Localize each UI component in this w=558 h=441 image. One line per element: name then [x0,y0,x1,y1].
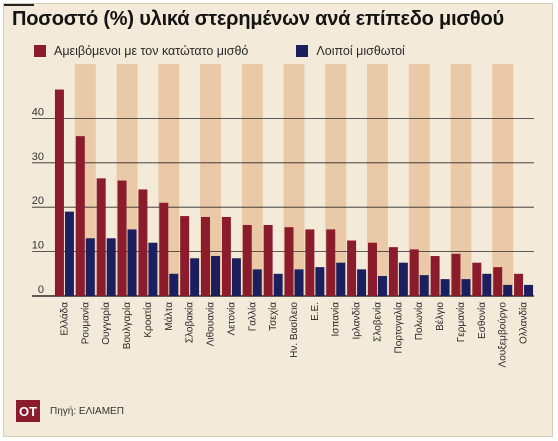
bar-other-employees [503,284,513,296]
x-tick-label: Λουξεμβούργο [497,302,509,368]
bar-other-employees [169,273,179,296]
bar-other-employees [377,276,387,296]
chart-card: Ποσοστό (%) υλικά στερημένων ανά επίπεδο… [3,3,553,437]
bar-other-employees [127,229,137,296]
background-band [450,64,472,296]
bar-minimum-wage [263,224,273,296]
source-text: Πηγή: ΕΛΙΑΜΕΠ [50,405,124,417]
bar-other-employees [419,275,429,296]
y-tick-label: 10 [32,240,44,252]
bar-chart: 0 10 20 30 40 Ελλάδα Ρουμανία Ουγγαρία Βουλγαρία… [32,64,534,368]
bar-minimum-wage [180,216,190,296]
x-tick-label: Λετονία [225,302,237,336]
bar-other-employees [461,279,471,296]
legend-item-minimum-wage: Αμειβόμενοι με τον κατώτατο μισθό [34,44,248,58]
x-tick-label: Κροατία [142,302,154,338]
bar-other-employees [273,273,283,296]
x-tick-label: Ελλάδα [58,302,70,336]
bar-other-employees [231,258,241,296]
y-tick-label: 20 [32,195,44,207]
footer: OT Πηγή: ΕΛΙΑΜΕΠ [16,400,124,422]
x-tick-label: Βουλγαρία [121,302,133,349]
x-tick-label: Ιρλανδία [351,302,363,340]
bar-other-employees [211,256,221,296]
bar-minimum-wage [54,89,64,296]
bar-other-employees [294,269,304,296]
bar-minimum-wage [117,180,127,296]
x-tick-label: Σλοβακία [184,302,196,343]
x-tick-label: Ουγγαρία [100,302,112,345]
bar-other-employees [440,279,450,296]
x-tick-label: Σλοβενία [371,302,383,342]
x-tick-label: Ην. Βασίλειο [288,302,300,358]
x-tick-label: Ισπανία [330,302,342,337]
chart-title: Ποσοστό (%) υλικά στερημένων ανά επίπεδο… [12,8,504,30]
legend: Αμειβόμενοι με τον κατώτατο μισθό Λοιποί… [34,44,453,58]
x-tick-label: Γερμανία [455,302,467,342]
legend-label-minimum-wage: Αμειβόμενοι με τον κατώτατο μισθό [54,44,249,58]
x-tick-label: Βέλγιο [434,302,446,331]
bar-minimum-wage [96,178,106,296]
bar-minimum-wage [75,136,85,296]
x-tick-label: Λιθουανία [205,302,217,346]
legend-item-other: Λοιποί μισθωτοί [296,44,405,58]
bar-other-employees [398,262,408,296]
x-tick-label: Ρουμανία [79,302,91,344]
bar-minimum-wage [284,227,294,296]
bar-minimum-wage [409,249,419,296]
x-tick-label: Πολωνία [413,302,425,340]
bar-minimum-wage [388,247,398,296]
background-band [408,64,430,296]
x-tick-label: Πορτογαλία [392,302,404,354]
bar-minimum-wage [430,256,440,296]
y-tick-label: 30 [32,151,44,163]
bar-other-employees [315,267,325,296]
bar-minimum-wage [472,262,482,296]
bar-other-employees [482,273,492,296]
bar-minimum-wage [326,229,336,296]
bar-minimum-wage [221,216,231,296]
bar-minimum-wage [138,189,148,296]
bar-minimum-wage [201,216,211,296]
bar-other-employees [148,242,158,296]
x-tick-label: Εσθονία [476,302,488,339]
bar-minimum-wage [159,202,169,296]
x-tick-label: Τσεχία [267,302,279,331]
bar-other-employees [190,258,200,296]
x-tick-label: Ολλανδία [518,302,530,344]
bar-other-employees [357,269,367,296]
bar-minimum-wage [242,224,252,296]
bar-other-employees [336,262,346,296]
legend-swatch-other [296,45,309,57]
bar-other-employees [524,284,534,296]
x-tick-label: Μάλτα [163,302,175,331]
bar-minimum-wage [347,240,357,296]
bar-minimum-wage [305,229,315,296]
bar-other-employees [106,238,116,296]
background-band [367,64,388,296]
x-tick-label: Ε.Ε. [310,302,321,321]
legend-label-other: Λοιποί μισθωτοί [316,44,405,58]
bar-other-employees [85,238,95,296]
bar-minimum-wage [514,273,524,296]
bar-minimum-wage [367,242,377,296]
top-rule [4,4,34,6]
y-tick-label: 0 [38,284,44,296]
y-tick-label: 40 [32,106,44,118]
bar-minimum-wage [451,253,461,296]
ot-logo: OT [16,400,40,422]
background-band [492,64,514,296]
bar-minimum-wage [493,267,503,296]
x-tick-label: Γαλλία [246,302,258,332]
bar-other-employees [252,269,262,296]
bar-other-employees [64,211,74,296]
legend-swatch-minimum-wage [34,45,46,57]
